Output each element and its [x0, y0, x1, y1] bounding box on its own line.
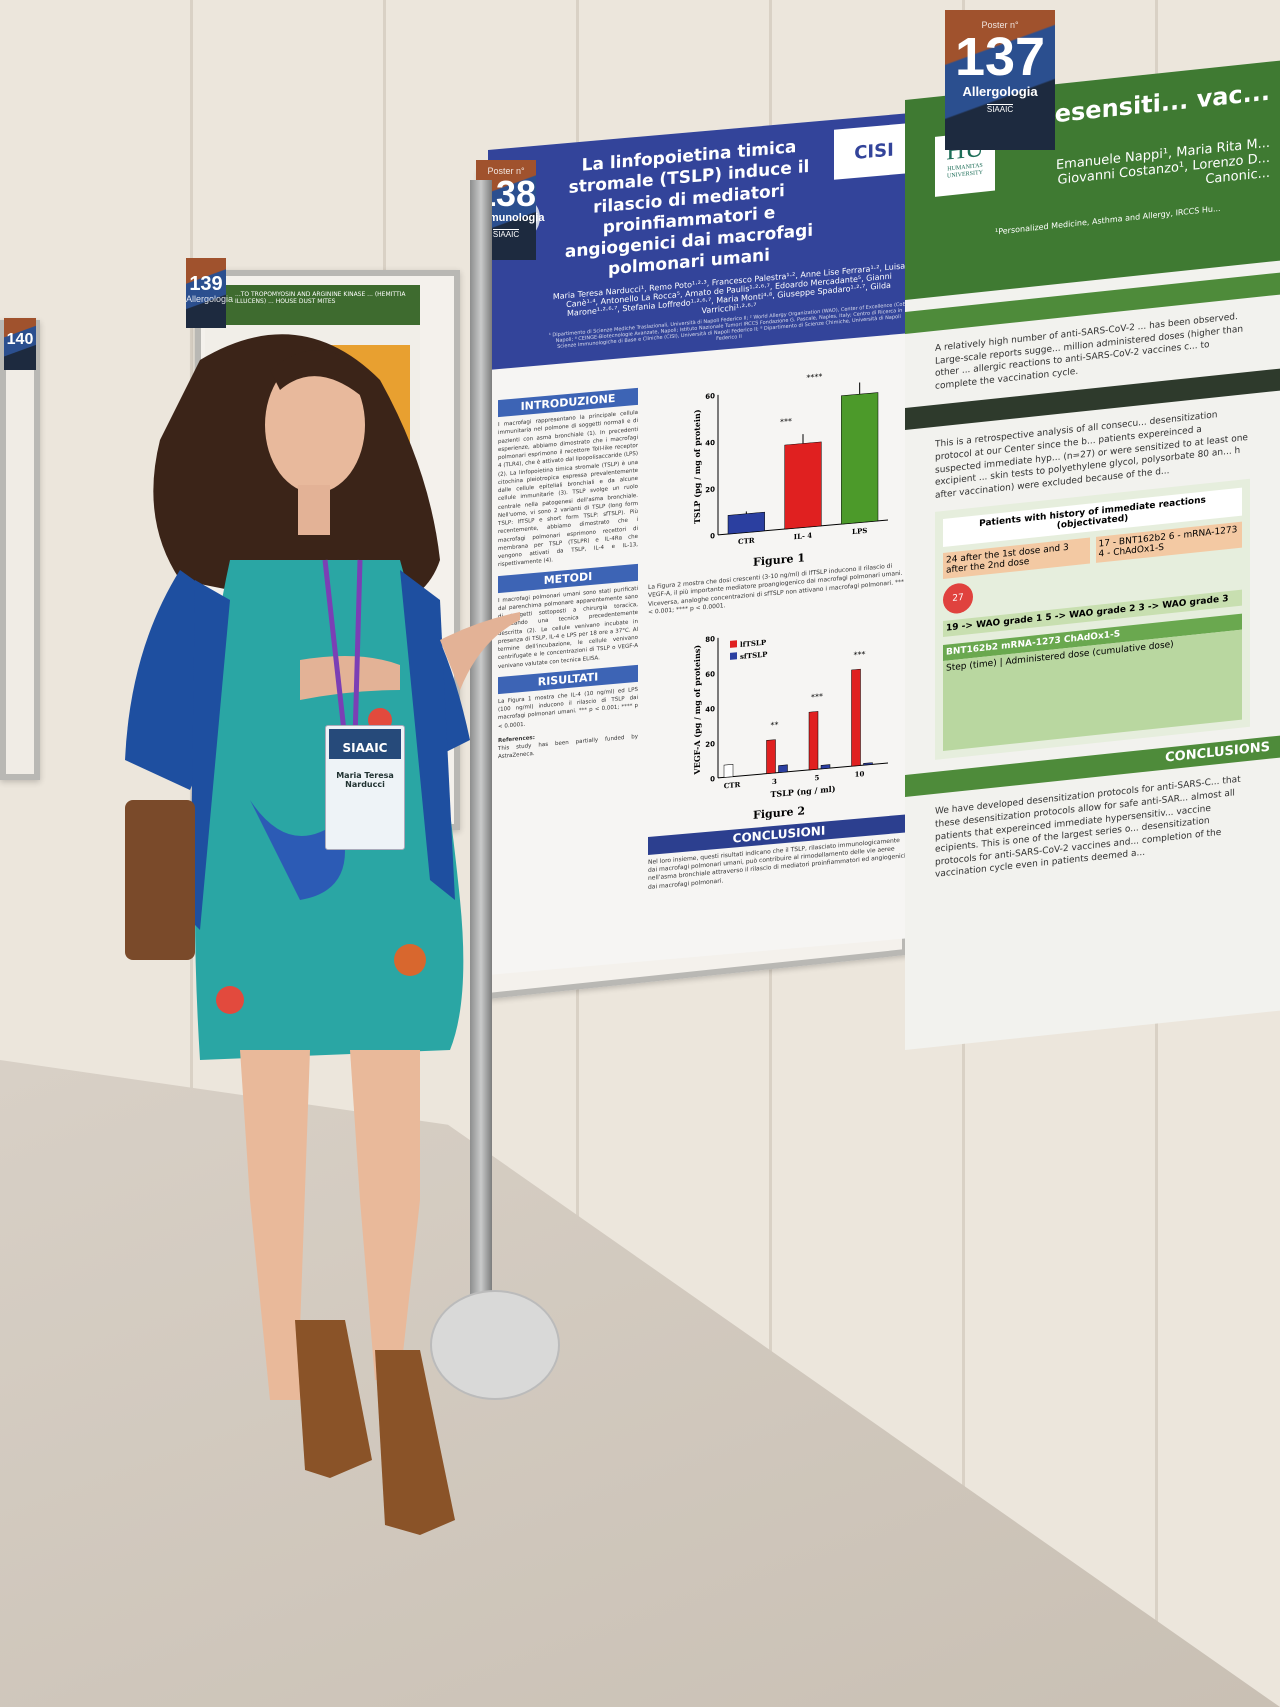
y-tick-label: 20	[705, 739, 715, 749]
x-tick-label: 10	[855, 769, 865, 779]
y-tick-label: 40	[705, 704, 715, 714]
significance-annotation: ***	[780, 417, 792, 427]
y-tick-label: 60	[705, 391, 715, 401]
poster-number: 137	[954, 27, 1046, 87]
bar	[778, 764, 788, 773]
significance-annotation: ****	[806, 372, 822, 382]
poster-stand-base	[430, 1290, 560, 1400]
x-tick-label: 3	[772, 776, 777, 785]
y-tick-label: 80	[705, 634, 715, 644]
bar	[808, 710, 819, 770]
bar	[863, 761, 873, 765]
badge-event: SIAAIC	[329, 729, 401, 759]
poster-number-tag-139: 139 Allergologia	[186, 258, 234, 328]
y-tick-label: 40	[705, 438, 715, 448]
bar	[820, 763, 831, 769]
legend-label: sfTSLP	[740, 649, 768, 660]
y-tick-label: 20	[705, 484, 715, 494]
poster-number-tag-140: 140	[4, 318, 36, 370]
poster-category: Allergologia	[962, 84, 1038, 99]
bar	[851, 668, 861, 767]
poster-number: 140	[6, 331, 34, 348]
bar	[727, 511, 765, 535]
poster-category: Allergologia	[186, 294, 234, 304]
y-axis-label: VEGF-A (pg / mg of proteins)	[692, 644, 702, 776]
legend-swatch	[730, 651, 737, 660]
x-tick-label: CTR	[724, 779, 741, 789]
y-tick-label: 0	[710, 774, 715, 783]
right-column: 0 20 40 60 TSLP (pg / mg of protein) CTR IL- 4…	[648, 358, 910, 892]
legend-label: lfTSLP	[740, 637, 767, 648]
bar	[723, 763, 734, 778]
poster-label: Poster n°	[981, 20, 1019, 30]
poster-label: Poster n°	[487, 166, 525, 176]
badge-name: Maria Teresa Narducci	[336, 771, 394, 789]
conference-badge: SIAAIC Maria Teresa Narducci	[325, 725, 405, 850]
x-tick-label: LPS	[852, 526, 867, 536]
poster-138: CISI La linfopoietina timica stromale (T…	[488, 112, 920, 975]
poster-stand-pole	[470, 180, 492, 1350]
x-tick-label: IL- 4	[794, 531, 813, 542]
significance-annotation: ***	[854, 649, 866, 659]
legend-swatch	[730, 639, 737, 648]
significance-annotation: **	[771, 720, 779, 730]
poster-number-tag-137: Poster n° 137 Allergologia SIAAIC	[945, 10, 1055, 150]
poster-title: ...TO TROPOMYOSIN AND ARGININE KINASE ..…	[205, 285, 420, 325]
bar	[766, 738, 776, 774]
y-tick-label: 0	[710, 531, 715, 540]
poster-category: Immunologia	[476, 212, 545, 224]
poster-140	[0, 320, 40, 780]
poster-org: SIAAIC	[986, 104, 1014, 114]
x-tick-label: CTR	[738, 536, 755, 546]
y-tick-label: 60	[705, 669, 715, 679]
x-tick-label: 5	[815, 773, 820, 782]
poster-org: SIAAIC	[492, 229, 520, 239]
significance-annotation: ***	[811, 692, 823, 702]
bar	[841, 392, 879, 525]
poster-number: 139	[189, 273, 223, 295]
y-axis-label: TSLP (pg / mg of protein)	[692, 409, 702, 524]
